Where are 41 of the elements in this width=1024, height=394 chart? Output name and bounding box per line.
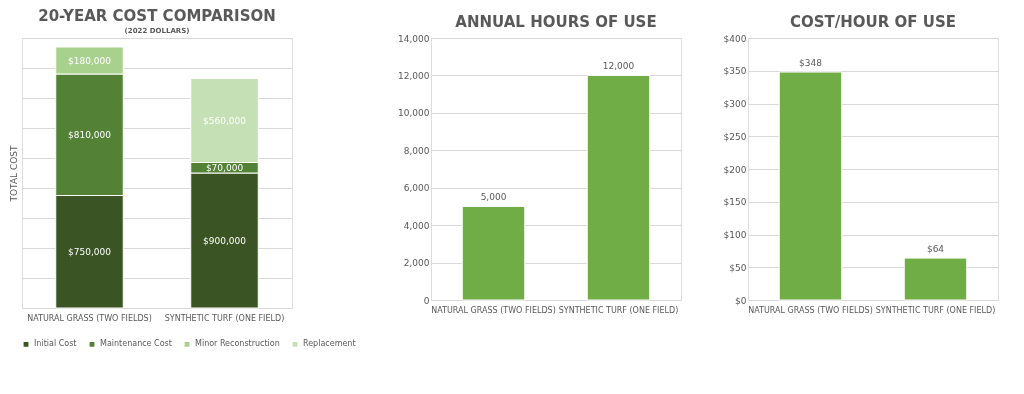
y-tick-label: 6,000 [403, 183, 430, 194]
y-tick-label: 12,000 [398, 70, 430, 81]
y-tick-label: $200 [723, 164, 747, 175]
y-tick-label: $100 [723, 230, 747, 240]
chart-title: ANNUAL HOURS OF USE [455, 13, 657, 31]
legend-label: Replacement [303, 339, 356, 349]
y-tick-label: $350 [723, 66, 747, 77]
x-tick-label: SYNTHETIC TURF (ONE FIELD) [875, 305, 996, 315]
data-label: 5,000 [480, 192, 507, 203]
chart-title: COST/HOUR OF USE [790, 13, 956, 31]
legend-label: Initial Cost [34, 339, 77, 349]
chart-title: 20-YEAR COST COMPARISON [38, 7, 276, 25]
data-label: $810,000 [68, 129, 112, 140]
x-tick-label: SYNTHETIC TURF (ONE FIELD) [164, 313, 285, 323]
x-tick-label: SYNTHETIC TURF (ONE FIELD) [558, 305, 679, 315]
y-tick-label: 2,000 [403, 258, 430, 269]
y-tick-label: 0 [423, 295, 430, 306]
y-tick-label: $50 [729, 262, 747, 273]
y-tick-label: $0 [735, 295, 747, 306]
y-tick-label: 14,000 [398, 33, 430, 44]
y-tick-label: $250 [723, 131, 747, 142]
y-tick-label: $400 [723, 33, 747, 44]
data-label: $750,000 [68, 246, 112, 257]
x-tick-label: NATURAL GRASS (TWO FIELDS) [748, 305, 873, 315]
data-label: $348 [799, 58, 823, 69]
y-tick-label: 8,000 [403, 145, 430, 156]
y-tick-label: $300 [723, 99, 747, 109]
data-label: $180,000 [68, 55, 112, 66]
data-label: 12,000 [602, 61, 635, 72]
y-tick-label: 4,000 [403, 220, 430, 231]
data-label: $70,000 [205, 162, 244, 173]
x-tick-label: NATURAL GRASS (TWO FIELDS) [27, 313, 152, 323]
x-tick-label: NATURAL GRASS (TWO FIELDS) [431, 305, 556, 315]
y-tick-label: $150 [723, 197, 747, 208]
y-tick-label: 10,000 [398, 108, 430, 119]
data-label: $560,000 [203, 115, 247, 126]
data-label: $900,000 [203, 235, 247, 246]
y-axis-title: TOTAL COST [8, 145, 19, 203]
legend-label: Maintenance Cost [100, 339, 172, 349]
legend-label: Minor Reconstruction [195, 339, 280, 349]
data-label: $64 [926, 244, 945, 255]
